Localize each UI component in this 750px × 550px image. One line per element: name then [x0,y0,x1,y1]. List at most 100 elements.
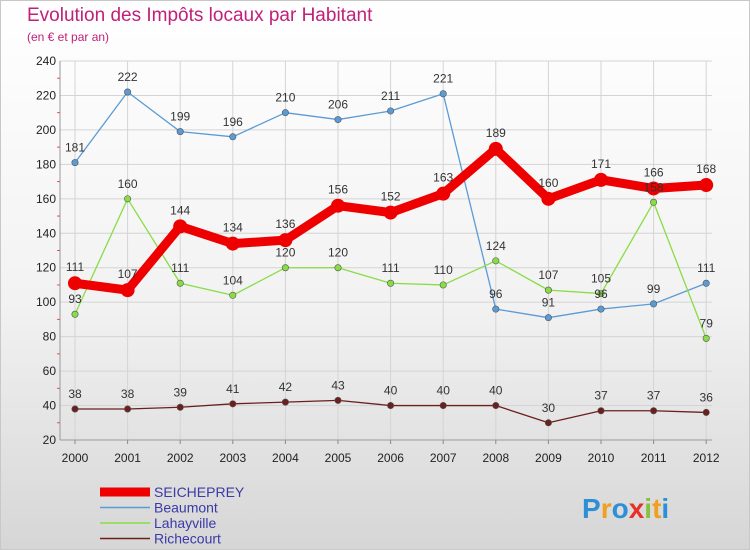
data-point-lahayville [334,264,342,272]
data-point-lahayville [387,279,395,287]
y-tick-label: 80 [43,330,57,344]
data-point-seicheprey [436,186,451,201]
data-point-beaumont [492,305,500,313]
x-tick-label: 2008 [482,451,509,465]
data-point-richecourt [492,402,500,410]
data-point-beaumont [71,159,79,167]
logo-letter: o [612,493,629,524]
data-label-seicheprey: 152 [381,190,401,204]
data-label-seicheprey: 168 [696,162,716,176]
data-point-richecourt [702,408,710,416]
data-label-richecourt: 37 [647,389,661,403]
data-point-beaumont [702,279,710,287]
data-point-richecourt [544,419,552,427]
data-label-beaumont: 222 [118,70,138,84]
data-label-beaumont: 181 [65,141,85,155]
x-tick-label: 2009 [535,451,562,465]
data-point-seicheprey [699,178,714,193]
data-label-seicheprey: 136 [275,217,295,231]
chart-title: Evolution des Impôts locaux par Habitant [27,5,373,26]
logo-letter: P [582,493,601,524]
data-point-lahayville [71,310,79,318]
data-point-beaumont [650,300,658,308]
grid-lines [60,60,712,441]
data-label-lahayville: 107 [538,268,558,282]
proxiti-logo: Proxiti [582,493,669,524]
data-label-beaumont: 206 [328,98,348,112]
legend-label-seicheprey: SEICHEPREY [154,484,245,500]
data-point-lahayville [229,291,237,299]
data-label-richecourt: 38 [121,387,135,401]
data-point-seicheprey [594,172,608,187]
data-point-beaumont [176,128,184,136]
data-point-seicheprey [331,198,345,213]
chart-subtitle: (en € et par an) [27,30,110,44]
data-point-beaumont [281,109,289,117]
data-label-richecourt: 38 [68,387,82,401]
data-point-beaumont [439,90,447,98]
data-label-seicheprey: 111 [66,260,85,274]
data-label-beaumont: 210 [275,91,295,105]
data-point-richecourt [281,398,289,406]
data-point-lahayville [124,195,132,203]
data-point-richecourt [176,403,184,411]
data-label-seicheprey: 160 [538,176,558,190]
data-point-beaumont [597,305,605,313]
data-point-richecourt [650,407,658,415]
data-label-lahayville: 158 [644,180,664,194]
data-label-beaumont: 211 [381,89,400,103]
y-tick-label: 200 [36,123,56,137]
data-label-seicheprey: 134 [223,221,243,235]
data-label-lahayville: 160 [118,177,138,191]
data-point-beaumont [544,314,552,322]
data-point-seicheprey [541,191,556,206]
x-tick-label: 2000 [62,451,89,465]
axes: 20 40 60 80 100 120 140 160 180 200 220 240 2000 2001… [36,54,720,465]
data-label-beaumont: 221 [433,72,453,86]
x-tick-label: 2002 [167,451,194,465]
data-label-lahayville: 79 [700,316,714,330]
logo-text: Proxiti [582,493,669,524]
logo-letter: i [661,493,669,524]
x-tick-label: 2004 [272,451,299,465]
series-layer [68,88,714,427]
data-label-seicheprey: 189 [486,126,506,140]
data-label-richecourt: 42 [279,380,293,394]
data-point-seicheprey [383,205,398,220]
data-point-richecourt [387,402,395,410]
data-point-beaumont [387,107,395,115]
x-tick-label: 2011 [641,451,667,465]
data-point-seicheprey [278,233,293,248]
data-label-seicheprey: 163 [433,171,453,185]
data-point-lahayville [702,334,710,342]
data-label-beaumont: 199 [170,110,190,124]
data-point-richecourt [124,405,132,413]
x-tick-label: 2012 [693,451,720,465]
data-point-richecourt [439,402,447,410]
data-label-seicheprey: 156 [328,183,348,197]
y-tick-label: 220 [36,88,56,102]
data-point-seicheprey [120,283,135,298]
legend-label-lahayville: Lahayville [154,515,216,531]
logo-letter: t [652,493,661,524]
x-tick-label: 2007 [430,451,457,465]
data-label-beaumont: 196 [223,115,243,129]
data-point-lahayville [439,281,447,289]
logo-letter: r [601,493,612,524]
y-tick-label: 40 [43,399,57,413]
y-tick-label: 120 [36,261,56,275]
data-label-richecourt: 36 [700,390,714,404]
data-point-lahayville [544,286,552,294]
data-label-seicheprey: 107 [118,267,138,281]
y-tick-label: 160 [36,192,56,206]
y-tick-label: 20 [43,433,57,447]
x-tick-label: 2006 [377,451,404,465]
logo-letter: x [629,493,645,524]
y-tick-label: 180 [36,157,56,171]
data-point-richecourt [334,396,342,404]
data-label-beaumont: 99 [647,282,661,296]
data-label-lahayville: 111 [171,261,190,275]
data-label-richecourt: 39 [174,385,188,399]
